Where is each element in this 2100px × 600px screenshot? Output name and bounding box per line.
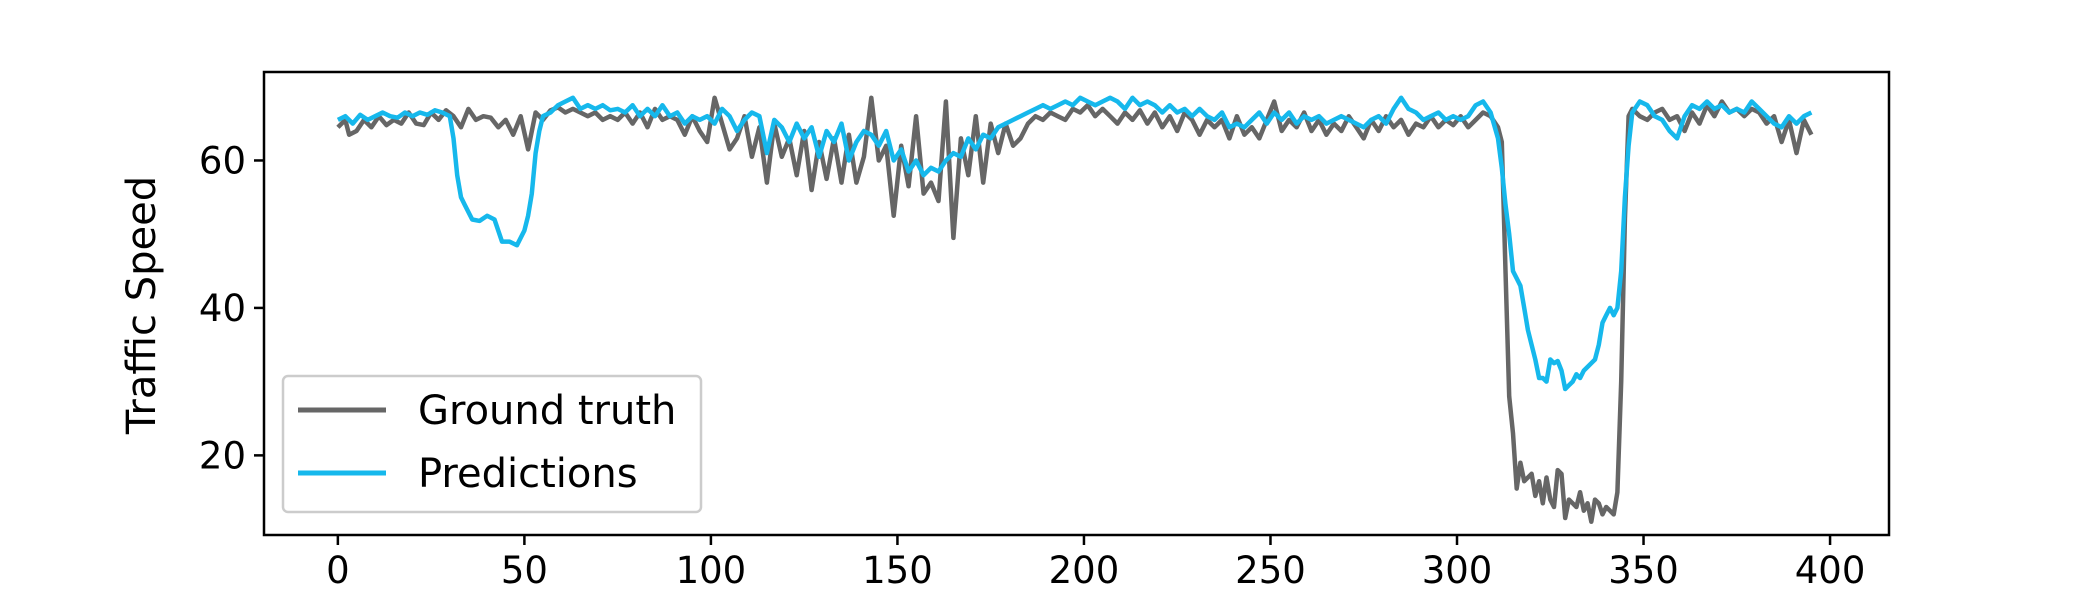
series-line-ground-truth [336,95,1814,524]
x-tick-label: 0 [326,549,350,592]
legend: Ground truth Predictions [281,374,703,514]
x-tick-label: 200 [1049,549,1120,592]
series-line-predictions [336,95,1813,392]
x-tick-label: 350 [1608,549,1679,592]
y-tick-label: 20 [199,434,246,477]
legend-label-ground-truth: Ground truth [418,388,676,434]
x-tick-label: 300 [1422,549,1493,592]
y-axis: 20 40 60 [199,139,264,477]
y-axis-label: Traffic Speed [119,176,165,435]
legend-box [281,374,703,514]
legend-label-predictions: Predictions [418,451,638,497]
x-tick-label: 250 [1235,549,1306,592]
x-axis: 0 50 100 150 200 250 300 350 400 [326,535,1865,592]
plot-lines [336,95,1814,524]
x-tick-label: 50 [501,549,548,592]
y-tick-label: 40 [199,287,246,330]
plot-frame [262,70,1891,537]
y-tick-label: 60 [199,139,246,182]
x-tick-label: 100 [676,549,747,592]
x-tick-label: 400 [1795,549,1866,592]
x-tick-label: 150 [862,549,933,592]
